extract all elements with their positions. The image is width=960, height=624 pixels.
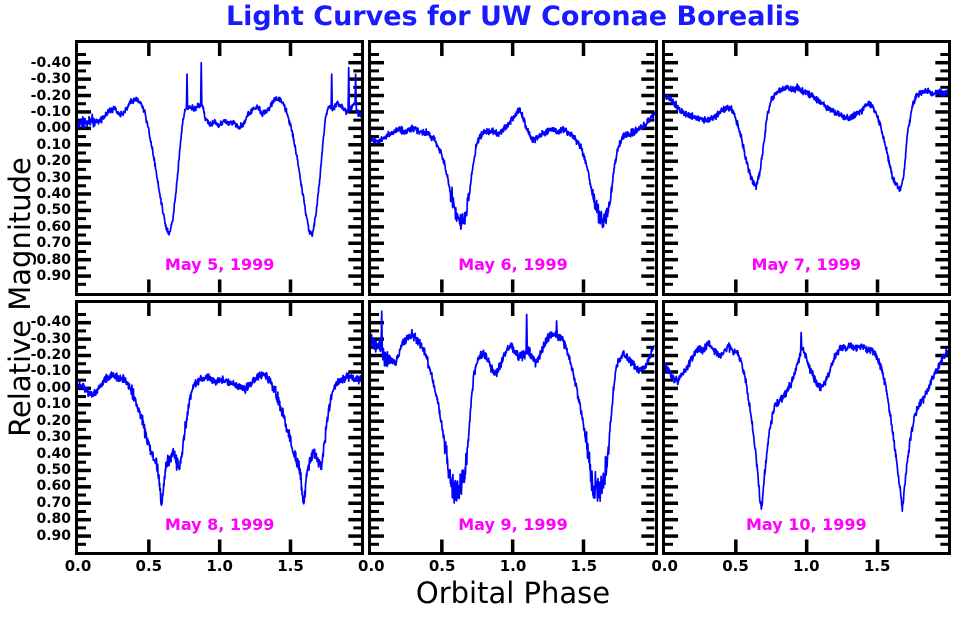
x-tick-label: 1.0 xyxy=(793,557,820,575)
y-tick-label: 0.40 xyxy=(36,445,71,462)
panel-may-5-1999: May 5, 1999 xyxy=(75,40,365,296)
x-tick-label: 0.5 xyxy=(428,557,456,575)
panel-grid: May 5, 1999 May 6, 1999 May 7, 1999 May 8, … xyxy=(75,40,951,555)
y-tick-label: -0.20 xyxy=(30,347,71,364)
y-tick-label: -0.10 xyxy=(30,103,71,120)
tick-marks xyxy=(371,302,655,552)
panel-may-7-1999: May 7, 1999 xyxy=(661,40,951,296)
light-curve xyxy=(371,309,655,504)
x-tick-label: 1.0 xyxy=(499,557,527,575)
x-tick-label: 0.0 xyxy=(358,557,385,575)
tick-marks xyxy=(664,43,948,293)
date-label: May 5, 1999 xyxy=(164,255,275,275)
y-tick-label: 0.60 xyxy=(36,218,71,235)
x-tick-label: 1.5 xyxy=(570,557,598,575)
y-tick-label: 0.70 xyxy=(36,494,71,511)
plot-area xyxy=(371,302,655,552)
tick-marks xyxy=(371,43,655,293)
x-tick-label: 0.0 xyxy=(651,557,678,575)
x-axis-label: Orbital Phase xyxy=(415,576,611,610)
x-tick-label: 0.5 xyxy=(722,557,749,575)
panel-may-6-1999: May 6, 1999 xyxy=(368,40,658,296)
chart-title: Light Curves for UW Coronae Borealis xyxy=(225,1,801,32)
y-tick-label: 0.10 xyxy=(36,396,71,413)
date-label: May 8, 1999 xyxy=(164,514,275,534)
y-tick-label: 0.90 xyxy=(36,268,71,285)
plot-area xyxy=(664,302,948,552)
y-tick-label: -0.40 xyxy=(30,54,71,71)
y-tick-label: 0.60 xyxy=(36,478,71,495)
y-tick-label: -0.30 xyxy=(30,71,71,88)
y-tick-label: 0.10 xyxy=(36,136,71,153)
plot-area xyxy=(371,43,655,293)
date-label: May 9, 1999 xyxy=(458,514,568,534)
y-tick-label: -0.20 xyxy=(30,87,71,104)
date-label: May 7, 1999 xyxy=(751,255,862,275)
x-tick-label: 1.0 xyxy=(206,557,233,575)
panel-may-8-1999: May 8, 1999 xyxy=(75,299,365,555)
x-tick-label: 0.0 xyxy=(64,557,92,575)
y-tick-label: 0.70 xyxy=(36,235,71,252)
y-tick-label: 0.40 xyxy=(36,186,71,202)
y-tick-label: 0.00 xyxy=(36,120,71,137)
light-curve xyxy=(78,370,362,506)
tick-marks xyxy=(78,43,362,293)
x-tick-label: 0.5 xyxy=(135,557,163,575)
light-curve xyxy=(664,83,948,193)
y-tick-label: 0.20 xyxy=(36,153,71,170)
x-tick-label: 1.5 xyxy=(277,557,304,575)
y-tick-label: 0.80 xyxy=(36,511,71,528)
y-tick-label: 0.30 xyxy=(36,429,71,446)
date-label: May 6, 1999 xyxy=(458,255,568,275)
y-tick-label: 0.80 xyxy=(36,251,71,268)
y-tick-label: -0.10 xyxy=(30,363,71,380)
y-tick-label: 0.50 xyxy=(36,461,71,478)
panel-may-10-1999: May 10, 1999 xyxy=(661,299,951,555)
date-label: May 10, 1999 xyxy=(745,514,867,534)
y-tick-label: 0.30 xyxy=(36,169,71,186)
plot-area xyxy=(78,43,362,293)
y-tick-label: -0.30 xyxy=(30,330,71,347)
y-tick-label: 0.90 xyxy=(36,527,71,544)
light-curve xyxy=(78,61,362,238)
x-tick-label: 1.5 xyxy=(863,557,891,575)
y-tick-label: 0.20 xyxy=(36,412,71,429)
tick-marks xyxy=(78,302,362,552)
plot-area xyxy=(78,302,362,552)
light-curve xyxy=(664,331,948,512)
panel-may-9-1999: May 9, 1999 xyxy=(368,299,658,555)
y-tick-label: 0.50 xyxy=(36,202,71,219)
light-curve xyxy=(371,107,655,231)
plot-area xyxy=(664,43,948,293)
y-tick-label: 0.00 xyxy=(36,379,71,396)
y-tick-label: -0.40 xyxy=(30,314,71,331)
